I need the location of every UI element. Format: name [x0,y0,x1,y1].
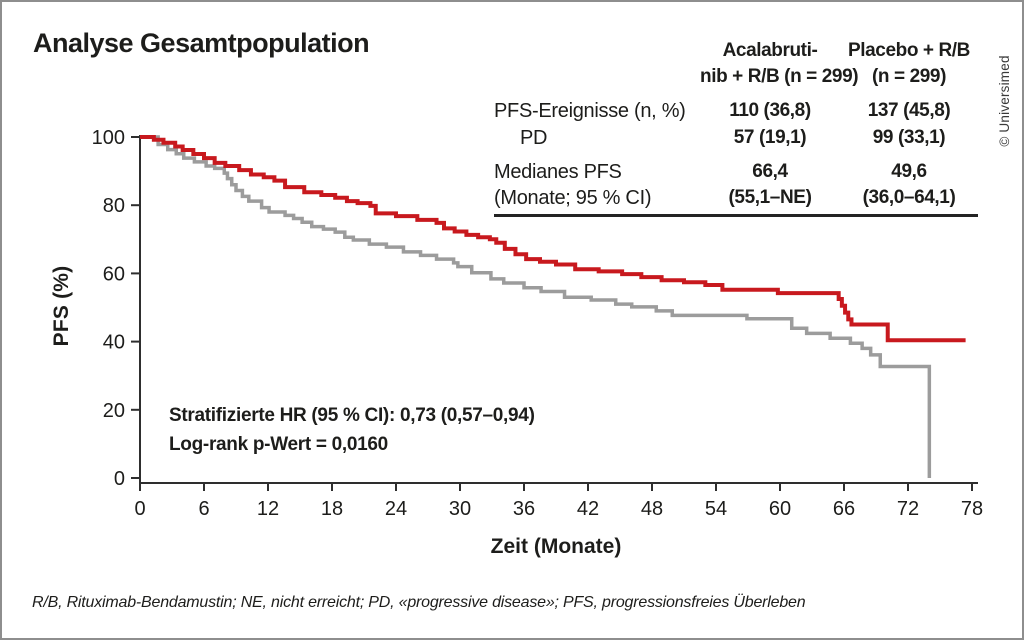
value-median-pfs-acalabrutinib: 66,4 (55,1–NE) [728,161,812,208]
x-tick-label: 48 [641,498,663,520]
summary-table: Acalabruti- nib + R/B (n = 299) Placebo … [494,38,978,217]
x-tick-label: 42 [577,498,599,520]
x-tick-label: 30 [449,498,471,520]
hr-annotation: Stratifizierte HR (95 % CI): 0,73 (0,57–… [169,401,535,459]
km-curve-placebo [140,135,932,478]
value-pfs-events-acalabrutinib: 110 (36,8) [729,100,811,121]
y-tick-label: 100 [92,127,125,149]
x-tick-label: 78 [961,498,983,520]
row-label-median-pfs: Medianes PFS (Monate; 95 % CI) [494,161,652,209]
y-axis-title: PFS (%) [50,265,73,347]
x-axis-title: Zeit (Monate) [490,535,622,558]
value-median-pfs-placebo: 49,6 (36,0–64,1) [862,161,956,208]
abbreviations-footnote: R/B, Rituximab-Bendamustin; NE, nicht er… [32,594,806,611]
y-tick-label: 80 [103,195,125,217]
value-pd-placebo: 99 (33,1) [872,127,946,148]
x-tick-label: 36 [513,498,535,520]
x-tick-label: 24 [385,498,407,520]
y-tick-label: 0 [114,468,125,490]
x-tick-label: 18 [321,498,343,520]
row-label-pfs-events: PFS-Ereignisse (n, %) [494,100,686,122]
x-tick-label: 0 [134,498,145,520]
y-tick-label: 60 [103,263,125,285]
value-pd-acalabrutinib: 57 (19,1) [733,127,807,148]
x-tick-label: 54 [705,498,727,520]
axis-lines [139,135,978,484]
y-tick-label: 40 [103,332,125,354]
logrank-line: Log-rank p-Wert = 0,0160 [169,434,388,455]
x-tick-label: 66 [833,498,855,520]
x-tick-label: 6 [198,498,209,520]
column-header-acalabrutinib: Acalabruti- nib + R/B (n = 299) [700,40,859,87]
x-tick-label: 72 [897,498,919,520]
x-tick-label: 12 [257,498,279,520]
column-header-placebo: Placebo + R/B (n = 299) [847,40,971,87]
figure-title: Analyse Gesamtpopulation [33,28,370,58]
hr-line: Stratifizierte HR (95 % CI): 0,73 (0,57–… [169,405,535,426]
x-tick-label: 60 [769,498,791,520]
table-corner-spacer [494,38,700,98]
row-label-pd: PD [520,127,548,149]
value-pfs-events-placebo: 137 (45,8) [867,100,951,121]
y-tick-label: 20 [103,400,125,422]
km-curve-acalabrutinib [140,135,966,343]
